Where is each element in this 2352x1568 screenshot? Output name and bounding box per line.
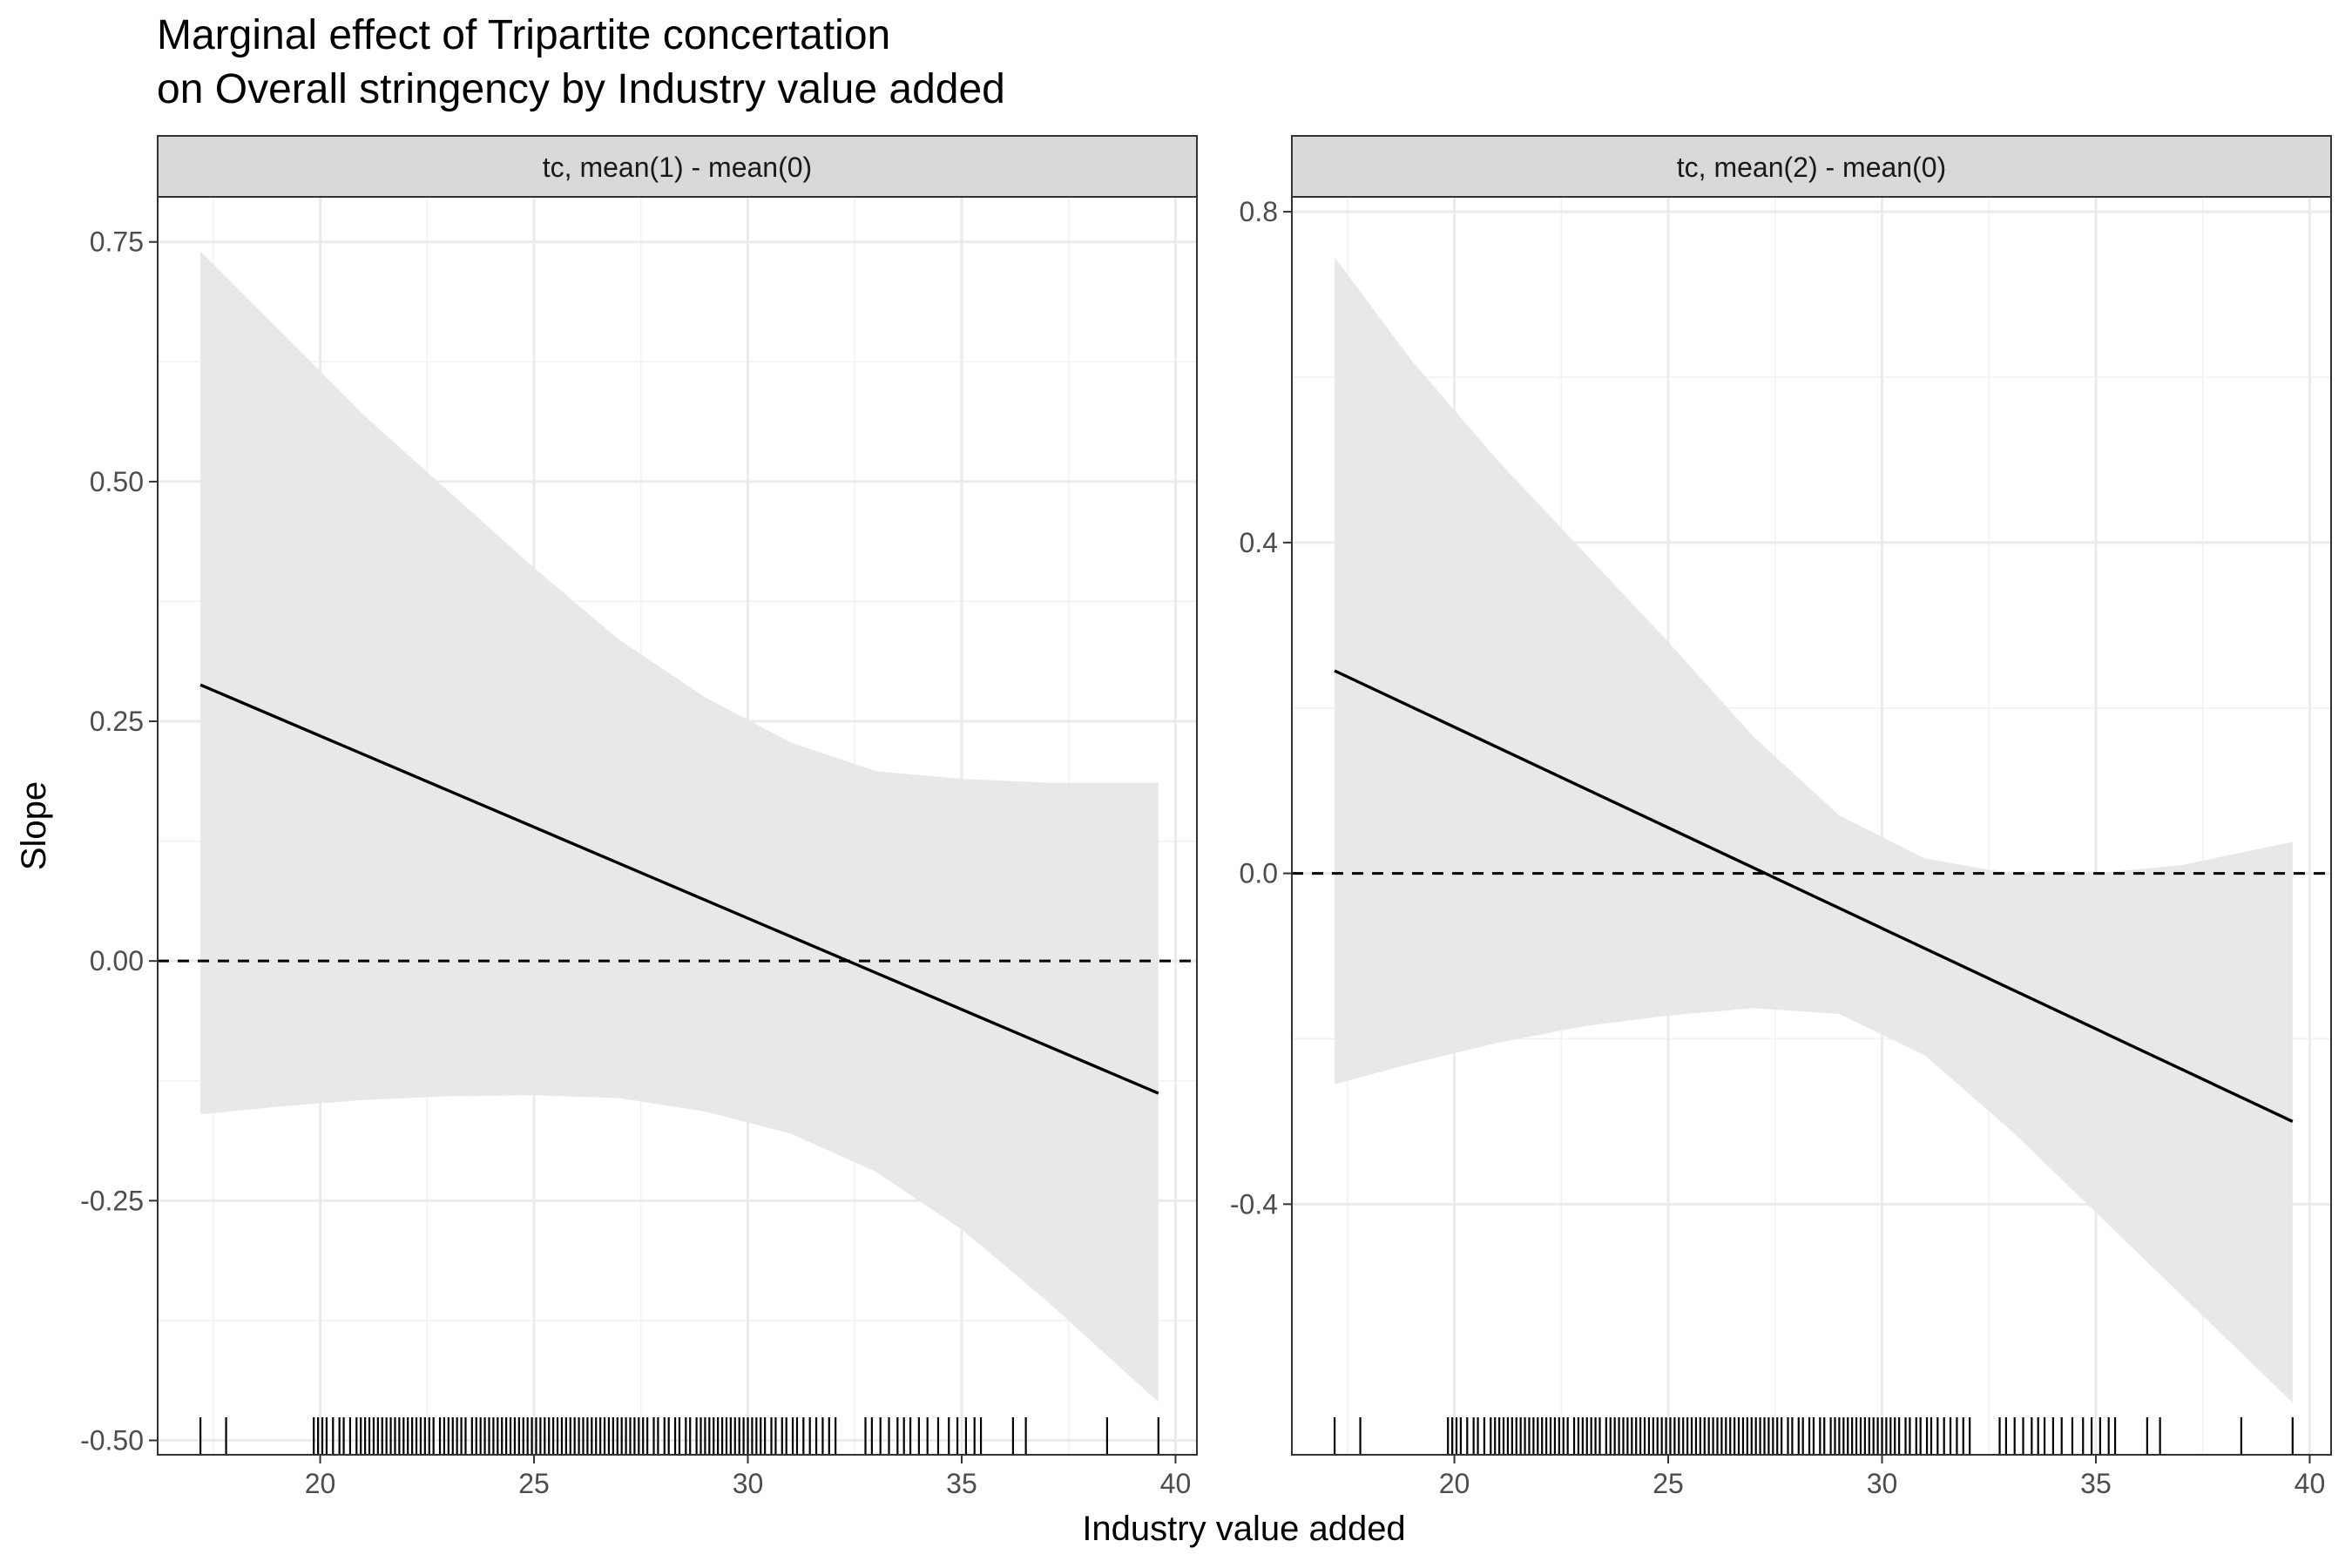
facet-strip-label: tc, mean(2) - mean(0) <box>1677 152 1946 183</box>
confidence-ribbon <box>1335 257 2293 1403</box>
y-tick-label: -0.4 <box>1230 1188 1278 1220</box>
x-tick-label: 20 <box>305 1468 336 1499</box>
y-tick-label: 0.8 <box>1240 196 1278 227</box>
y-tick-label: 0.50 <box>90 466 144 497</box>
facet-strip <box>157 135 1198 198</box>
y-tick-label: -0.25 <box>80 1185 144 1216</box>
x-tick-label: 30 <box>1867 1468 1898 1499</box>
x-tick-label: 25 <box>518 1468 550 1499</box>
facet-strip <box>1291 135 2332 198</box>
x-tick-label: 35 <box>2080 1468 2112 1499</box>
x-tick-label: 25 <box>1652 1468 1684 1499</box>
x-tick-label: 40 <box>1160 1468 1192 1499</box>
x-tick-label: 40 <box>2295 1468 2326 1499</box>
marginal-effect-line <box>1334 669 2294 1123</box>
y-tick-label: 0.25 <box>90 706 144 737</box>
x-tick-label: 30 <box>733 1468 764 1499</box>
x-tick-label: 35 <box>946 1468 977 1499</box>
marginal-effect-line <box>199 683 1159 1095</box>
panel-2: tc, mean(2) - mean(0) 20 25 30 35 40 0.8 0.4 0.0… <box>1230 135 2332 1499</box>
y-axis-title: Slope <box>15 781 53 870</box>
y-tick-label: -0.50 <box>80 1424 144 1456</box>
y-tick-label: 0.0 <box>1240 858 1278 889</box>
chart-title-line-2: on Overall stringency by Industry value … <box>157 66 1005 112</box>
facet-strip-label: tc, mean(1) - mean(0) <box>543 152 812 183</box>
x-tick-label: 20 <box>1439 1468 1470 1499</box>
y-tick-label: 0.75 <box>90 226 144 258</box>
chart-title-line-1: Marginal effect of Tripartite concertati… <box>157 12 890 58</box>
x-axis-title: Industry value added <box>1082 1510 1405 1548</box>
facet-panels: tc, mean(1) - mean(0) 20 25 30 35 40 0.75 0.50 0… <box>80 135 2332 1499</box>
confidence-ribbon <box>200 251 1159 1402</box>
panel-1: tc, mean(1) - mean(0) 20 25 30 35 40 0.75 0.50 0… <box>80 135 1198 1499</box>
y-tick-label: 0.00 <box>90 945 144 977</box>
y-tick-label: 0.4 <box>1240 527 1278 558</box>
